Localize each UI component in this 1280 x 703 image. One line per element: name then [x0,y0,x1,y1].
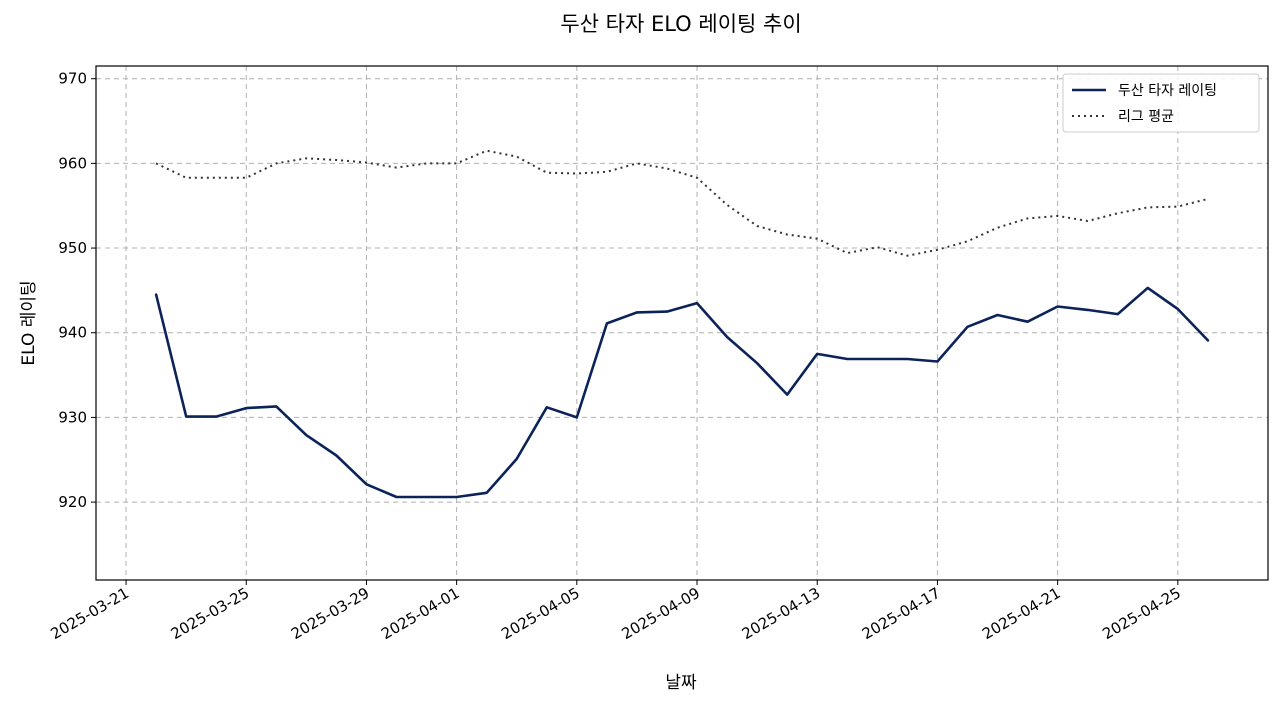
legend-box [1062,73,1260,133]
y-tick-label: 920 [58,493,87,511]
y-axis-ticks: 920 930 940 950 960 970 [58,70,96,511]
x-tick-label: 2025-03-21 [48,584,133,643]
x-tick-label: 2025-04-17 [859,584,944,643]
x-tick-label: 2025-04-09 [619,584,704,643]
y-tick-label: 930 [58,408,87,426]
legend: 두산 타자 레이팅 리그 평균 [1062,73,1260,133]
x-axis-label: 날짜 [665,673,697,693]
series-line-league-avg [155,149,1209,257]
y-tick-label: 970 [58,70,87,88]
x-axis-ticks: 2025-03-21 2025-03-25 2025-03-29 2025-04-01… [48,580,1184,643]
x-tick-label: 2025-03-29 [288,584,373,643]
x-tick-label: 2025-04-05 [498,584,583,643]
grid [96,66,1268,580]
y-tick-label: 950 [58,239,87,257]
x-tick-label: 2025-04-13 [739,584,824,643]
legend-label-rating: 두산 타자 레이팅 [1118,83,1217,99]
y-tick-label: 940 [58,324,87,342]
legend-label-league-avg: 리그 평균 [1118,109,1174,125]
x-tick-label: 2025-03-25 [168,584,253,643]
chart-title: 두산 타자 ELO 레이팅 추이 [560,12,801,36]
y-axis-label: ELO 레이팅 [19,280,39,365]
x-tick-label: 2025-04-01 [378,584,463,643]
x-tick-label: 2025-04-25 [1099,584,1184,643]
x-tick-label: 2025-04-21 [979,584,1064,643]
series-layer [154,149,1210,499]
plot-area-frame [95,65,1269,581]
y-tick-label: 960 [58,154,87,172]
series-line-rating [154,286,1210,499]
